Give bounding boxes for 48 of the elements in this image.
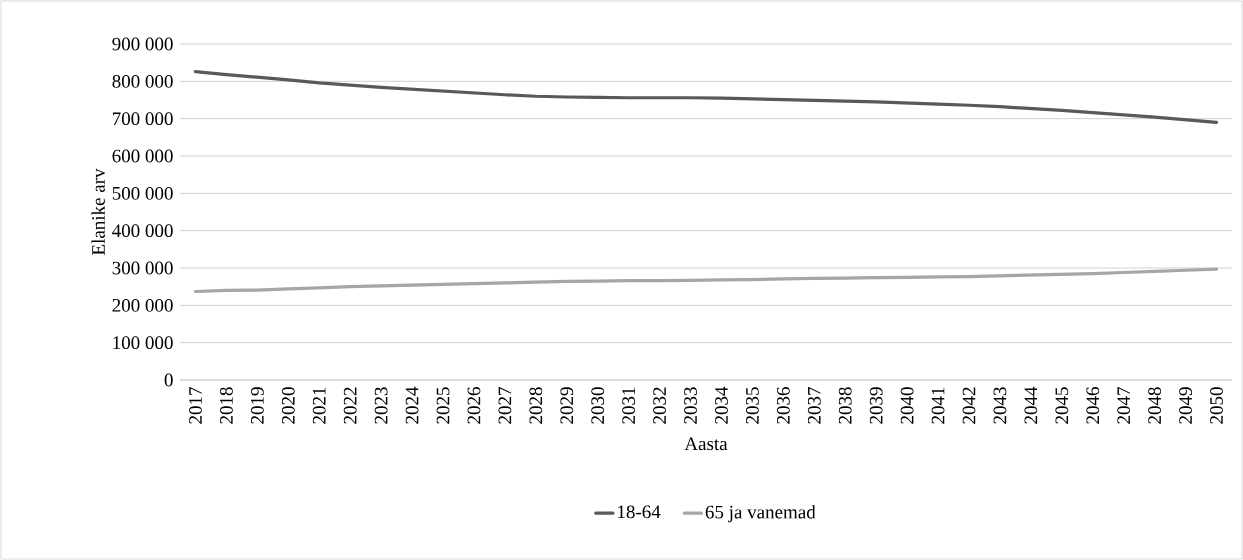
x-tick-label: 2037: [807, 387, 821, 424]
x-tick-label: 2018: [220, 387, 233, 424]
y-tick-label: 700 000: [112, 112, 173, 126]
y-axis-title: Elanike arv: [91, 168, 105, 255]
x-axis-title: Aasta: [684, 437, 728, 451]
x-tick-label: 2041: [931, 387, 945, 424]
x-tick-label: 2028: [529, 387, 543, 424]
y-tick-label: 600 000: [112, 149, 173, 163]
y-tick-label: 0: [164, 373, 173, 387]
x-tick-label: 2021: [312, 387, 326, 424]
y-tick-label: 900 000: [112, 37, 173, 51]
x-tick-label: 2031: [622, 387, 636, 424]
x-tick-label: 2046: [1086, 387, 1100, 424]
x-tick-label: 2034: [715, 386, 728, 424]
legend-label: 65 ja vanemad: [705, 505, 816, 523]
x-tick-label: 2038: [838, 387, 852, 424]
x-tick-label: 2044: [1024, 386, 1038, 424]
y-tick-label: 400 000: [112, 224, 173, 238]
x-tick-label: 2025: [436, 387, 450, 424]
x-tick-label: 2039: [869, 387, 883, 424]
x-tick-label: 2050: [1210, 387, 1223, 424]
x-tick-label: 2049: [1179, 387, 1192, 424]
x-tick-label: 2036: [776, 387, 790, 424]
y-tick-label: 500 000: [112, 186, 173, 200]
x-tick-label: 2043: [993, 387, 1007, 424]
x-tick-label: 2033: [684, 387, 697, 424]
x-tick-label: 2042: [962, 387, 976, 424]
x-tick-label: 2022: [343, 387, 357, 424]
x-tick-label: 2032: [653, 387, 666, 424]
y-tick-label: 200 000: [112, 298, 173, 312]
x-tick-label: 2047: [1117, 387, 1131, 424]
y-tick-label: 100 000: [113, 336, 173, 350]
x-tick-label: 2026: [467, 387, 481, 424]
x-tick-label: 2024: [405, 386, 419, 424]
x-tick-label: 2023: [374, 387, 388, 424]
x-tick-label: 2017: [189, 387, 202, 424]
x-tick-label: 2027: [498, 387, 512, 424]
x-tick-label: 2020: [281, 387, 295, 424]
y-tick-label: 300 000: [112, 261, 173, 275]
x-tick-label: 2019: [250, 387, 264, 424]
y-tick-label: 800 000: [112, 74, 173, 88]
x-tick-label: 2040: [900, 387, 914, 424]
legend-label: 18-64: [618, 505, 661, 519]
x-tick-label: 2035: [745, 387, 759, 424]
x-tick-label: 2029: [560, 387, 574, 424]
x-tick-label: 2048: [1148, 387, 1162, 424]
x-tick-label: 2045: [1055, 387, 1069, 424]
x-tick-label: 2030: [591, 387, 605, 424]
